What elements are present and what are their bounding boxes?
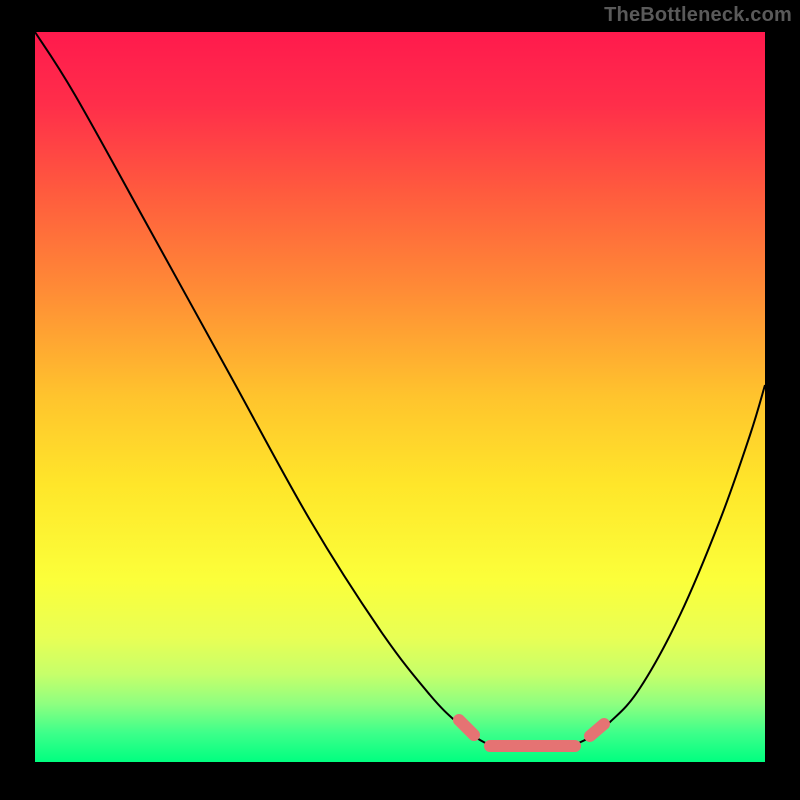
plot-area [35, 32, 765, 762]
watermark-text: TheBottleneck.com [604, 4, 792, 27]
bottleneck-chart [0, 0, 800, 800]
